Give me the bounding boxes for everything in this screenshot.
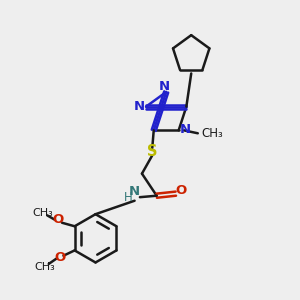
Text: O: O [54,251,65,264]
Text: O: O [176,184,187,197]
Text: H: H [124,191,133,204]
Text: CH₃: CH₃ [201,127,223,140]
Text: N: N [134,100,145,112]
Text: N: N [180,123,191,136]
Text: O: O [53,213,64,226]
Text: S: S [147,144,158,159]
Text: CH₃: CH₃ [33,208,53,218]
Text: N: N [129,185,140,198]
Text: CH₃: CH₃ [34,262,55,272]
Text: N: N [159,80,170,93]
